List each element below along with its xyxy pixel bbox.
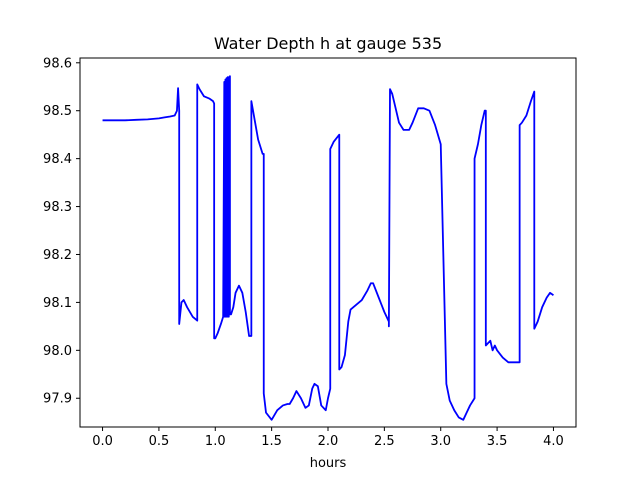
- x-tick-label: 1.5: [261, 434, 282, 449]
- y-tick-label: 97.9: [43, 392, 72, 407]
- y-tick-label: 98.2: [43, 248, 72, 263]
- y-tick-label: 98.1: [43, 296, 72, 311]
- x-tick-label: 1.0: [205, 434, 226, 449]
- y-tick-label: 98.5: [43, 104, 72, 119]
- x-tick-label: 2.5: [374, 434, 395, 449]
- x-tick-label: 3.5: [487, 434, 508, 449]
- x-tick-label: 2.0: [318, 434, 339, 449]
- chart-title: Water Depth h at gauge 535: [214, 34, 442, 53]
- series-line: [102, 75, 554, 421]
- x-tick-label: 0.5: [149, 434, 170, 449]
- x-tick-label: 4.0: [543, 434, 564, 449]
- x-axis-ticks: 0.0 0.5 1.0 1.5 2.0 2.5 3.0 3.5 4.0: [92, 427, 564, 449]
- x-tick-label: 3.0: [430, 434, 451, 449]
- x-axis-label: hours: [310, 456, 347, 471]
- y-axis-ticks: 97.9 98.0 98.1 98.2 98.3 98.4 98.5 98.6: [43, 56, 80, 407]
- y-tick-label: 98.4: [43, 152, 72, 167]
- y-tick-label: 98.0: [43, 344, 72, 359]
- x-tick-label: 0.0: [92, 434, 113, 449]
- y-tick-label: 98.6: [43, 56, 72, 71]
- y-tick-label: 98.3: [43, 200, 72, 215]
